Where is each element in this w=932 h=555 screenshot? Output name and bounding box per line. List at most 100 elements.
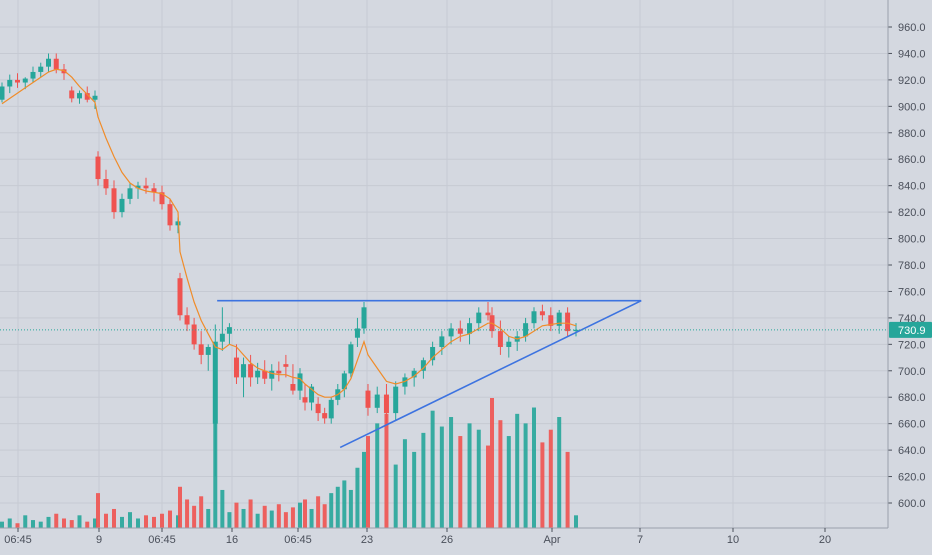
candle-body	[53, 58, 59, 70]
y-tick-label: 860.0	[898, 154, 926, 166]
volume-bar	[160, 513, 164, 528]
candle-body	[77, 93, 82, 99]
candle-body	[226, 327, 232, 334]
candle-body	[393, 386, 399, 414]
candle-body	[205, 346, 211, 355]
candle-body	[485, 312, 491, 316]
candle-body	[302, 397, 308, 403]
volume-bar	[234, 502, 239, 528]
candle-body	[84, 93, 90, 100]
volume-bar	[144, 515, 148, 528]
x-tick-label: 9	[96, 534, 102, 546]
volume-bar	[322, 504, 327, 528]
x-tick-label: 23	[361, 534, 373, 546]
y-tick-label: 840.0	[898, 181, 926, 193]
volume-bar	[262, 505, 267, 528]
volume-bar	[136, 518, 140, 528]
volume-bar	[283, 512, 288, 528]
trendline-support[interactable]	[339, 299, 642, 449]
candle-body	[184, 315, 190, 325]
candle-body	[374, 394, 380, 408]
time-axis[interactable]: 06:45 9 06:45 16 06:45 23 26 Apr 7 10 20	[0, 527, 888, 546]
candle-body	[15, 79, 20, 83]
candle-body	[46, 58, 51, 67]
volume-bar	[290, 507, 295, 528]
volume-bar	[199, 496, 204, 528]
price-axis[interactable]: 600.0 620.0 640.0 660.0 680.0 700.0 720.0 740.0…	[887, 0, 932, 528]
y-tick-label: 680.0	[898, 392, 926, 404]
y-tick-label: 820.0	[898, 207, 926, 219]
x-tick-label: Apr	[543, 534, 560, 546]
volume-bar	[486, 445, 490, 528]
volume-bar	[77, 515, 82, 528]
y-tick-label: 640.0	[898, 445, 926, 457]
volume-bar	[120, 516, 124, 528]
volume-bar	[490, 398, 494, 528]
candle-body	[556, 312, 562, 326]
volume-bar	[458, 436, 463, 528]
candle-body	[177, 278, 183, 316]
candle-body	[119, 198, 125, 213]
volume-bar	[112, 508, 116, 528]
candle-body	[565, 312, 571, 332]
volume-bar	[7, 518, 12, 528]
candle-body	[127, 188, 133, 199]
candle-body	[38, 66, 44, 72]
volume-bar	[548, 429, 553, 528]
volume-bar	[366, 436, 370, 528]
volume-bar	[515, 413, 520, 528]
candle-body	[103, 179, 109, 189]
volume-bar	[192, 505, 197, 528]
volume-bar	[46, 516, 51, 528]
candle-body	[531, 311, 537, 324]
y-tick-label: 940.0	[898, 48, 926, 60]
volume-bar	[329, 493, 334, 528]
volume-bar	[540, 442, 545, 528]
trendlines[interactable]	[217, 299, 642, 449]
candle-body	[430, 346, 436, 361]
candle-body	[283, 364, 289, 367]
volume-bar	[309, 508, 314, 528]
volume-bar	[362, 451, 366, 528]
volume-bar	[430, 410, 435, 528]
last-price-label: 730.9	[898, 325, 926, 337]
volume-bar	[206, 508, 211, 528]
y-tick-label: 900.0	[898, 101, 926, 113]
candle-body	[448, 328, 454, 337]
candle-body	[69, 90, 75, 99]
candle-body	[92, 95, 98, 100]
volume-bar	[532, 407, 536, 528]
candle-body	[111, 188, 117, 213]
volume-bar	[23, 515, 28, 528]
volume-bar	[412, 451, 417, 528]
x-tick-label: 10	[727, 534, 739, 546]
volume-bar	[355, 467, 360, 528]
volume-bar	[15, 523, 20, 528]
candle-body	[241, 364, 247, 378]
volume-bar	[402, 439, 407, 528]
volume-bar	[348, 489, 353, 528]
candle-body	[361, 307, 367, 329]
candle-body	[467, 323, 473, 334]
candle-body	[497, 331, 503, 347]
x-tick-label: 20	[819, 534, 831, 546]
y-tick-label: 780.0	[898, 260, 926, 272]
volume-bar	[506, 436, 511, 528]
volume-bar	[316, 496, 321, 528]
volume-bar	[303, 499, 307, 528]
candle-body	[328, 399, 334, 419]
volume-bar	[298, 502, 302, 528]
volume-bar	[31, 520, 35, 528]
volume-bar	[241, 508, 246, 528]
volume-bar	[335, 486, 340, 528]
volume-bar	[498, 420, 503, 528]
volume-bar	[227, 512, 232, 528]
volume-bar	[476, 429, 481, 528]
volume-bar	[69, 520, 74, 528]
last-price-badge	[889, 321, 932, 338]
volume-bars	[0, 398, 578, 528]
candle-body	[212, 341, 218, 424]
volume-bar	[93, 518, 97, 528]
